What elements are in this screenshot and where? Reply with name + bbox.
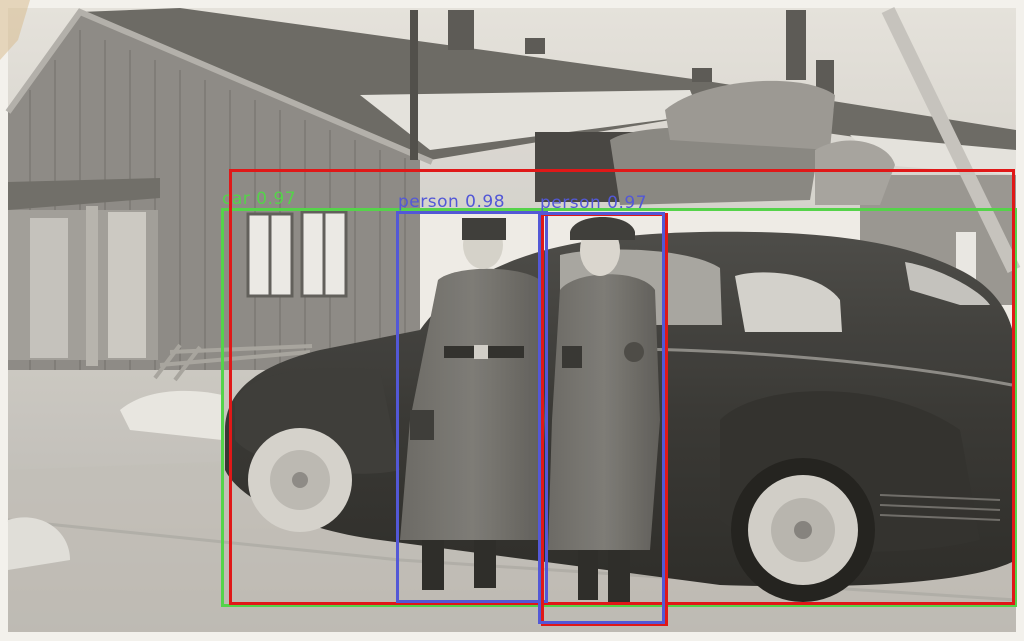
person-detection-box-right	[538, 212, 665, 624]
person-detection-box-left	[396, 211, 548, 603]
person-right	[548, 217, 660, 605]
roof-luggage	[535, 80, 895, 205]
car-detection-label: car 0.97	[222, 189, 297, 209]
person-left	[400, 218, 545, 590]
red-box-large	[229, 169, 1015, 605]
person-detection-label-left: person 0.98	[398, 192, 506, 212]
car-detection-box	[221, 208, 1017, 607]
person-detection-label-right: person 0.97	[540, 193, 648, 213]
